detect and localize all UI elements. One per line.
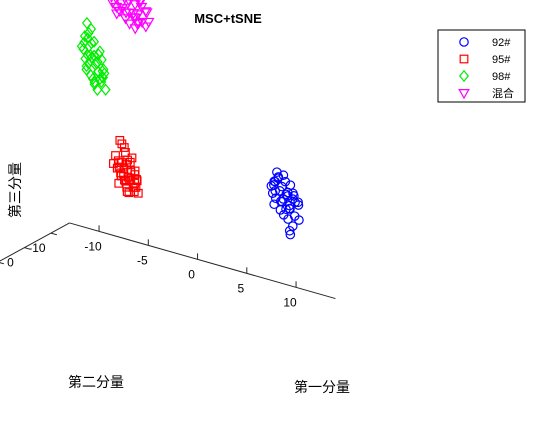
legend: 92# 95# 98# 混合 xyxy=(438,30,525,102)
data-point xyxy=(141,23,151,31)
series-4 xyxy=(107,0,154,33)
axes-box xyxy=(0,0,335,299)
data-points xyxy=(78,0,304,239)
x-tick-label: -10 xyxy=(84,239,102,253)
x-tick-label: -5 xyxy=(137,253,148,267)
legend-label: 92# xyxy=(492,37,511,49)
legend-label: 95# xyxy=(492,54,511,66)
series-1 xyxy=(267,168,303,239)
chart-title: MSC+tSNE xyxy=(194,11,262,26)
y-tick-mark xyxy=(0,262,4,264)
x-tick-label: 5 xyxy=(237,281,244,295)
legend-label: 98# xyxy=(492,71,511,83)
x-axis-label: 第一分量 xyxy=(294,379,350,396)
y-axis-label: 第二分量 xyxy=(68,374,124,391)
x-tick-label: 10 xyxy=(283,295,297,309)
y-tick-mark xyxy=(51,233,57,235)
y-tick-label: -10 xyxy=(28,241,46,255)
legend-label: 混合 xyxy=(492,86,514,100)
y-tick-label: 0 xyxy=(7,256,14,270)
data-point xyxy=(83,18,91,28)
z-axis-label: 第三分量 xyxy=(7,162,24,218)
series-3 xyxy=(78,18,110,95)
series-2 xyxy=(110,137,142,197)
x-tick-label: 0 xyxy=(188,267,195,281)
